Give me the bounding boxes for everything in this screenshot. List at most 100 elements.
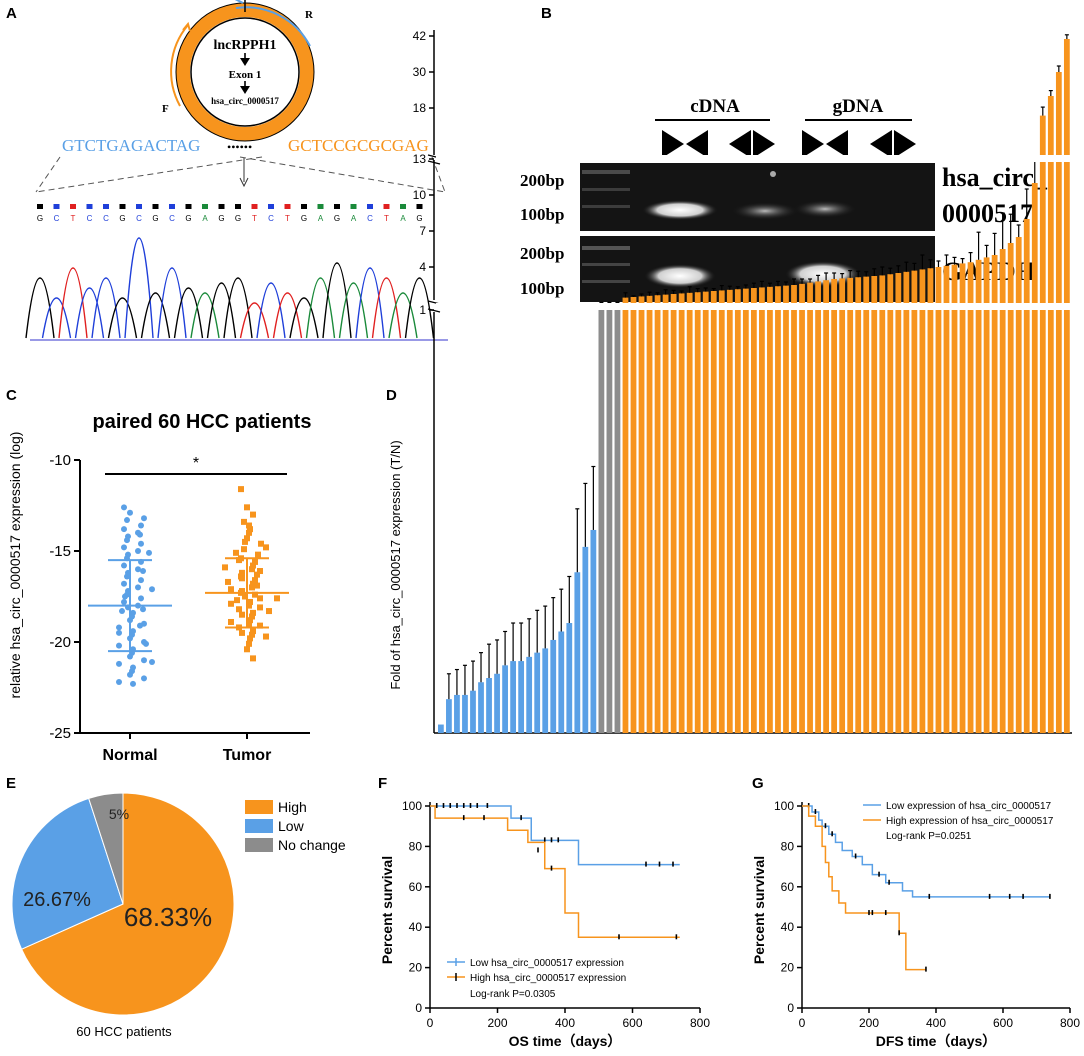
- marker-100bp: 100bp: [520, 279, 564, 298]
- base-call-marker: [86, 204, 93, 209]
- chart-f-legend: Low hsa_circ_0000517 expression High hsa…: [447, 958, 626, 1000]
- fold-bar: [943, 265, 950, 733]
- junction-seq-left: GTCTGAGACTAG: [62, 136, 200, 155]
- legend-label: High: [278, 799, 307, 815]
- cdna-label: cDNA: [690, 96, 740, 117]
- convergent-primer-icon: [802, 130, 848, 158]
- fold-bar: [959, 263, 966, 733]
- base-letter: A: [400, 214, 406, 223]
- fold-bar: [510, 661, 517, 733]
- panel-b: B cDNA gDNA: [520, 5, 1048, 302]
- axis-break-mark: [427, 308, 441, 313]
- fold-bar: [614, 310, 621, 733]
- x-tick-label: 0: [799, 1016, 806, 1030]
- data-point-tumor: [242, 538, 248, 545]
- data-point-normal: [127, 653, 133, 660]
- data-point-normal: [141, 657, 147, 664]
- chart-c-points: [88, 486, 289, 687]
- fold-bar: [991, 255, 998, 733]
- data-point-tumor: [250, 609, 256, 616]
- data-point-tumor: [250, 562, 256, 569]
- data-point-tumor: [252, 558, 258, 565]
- fold-bar: [590, 529, 597, 733]
- data-point-tumor: [238, 486, 244, 493]
- fold-bar: [526, 656, 533, 733]
- fold-bar: [1023, 219, 1030, 733]
- x-tick-label: 400: [926, 1016, 946, 1030]
- data-point-tumor: [246, 620, 252, 627]
- data-point-normal: [121, 544, 127, 551]
- fold-bar: [654, 295, 661, 733]
- data-point-tumor: [244, 646, 250, 653]
- legend-swatch: [245, 838, 273, 852]
- base-letter: C: [367, 214, 373, 223]
- data-point-normal: [119, 608, 125, 615]
- fold-bar: [847, 277, 854, 733]
- chart-g-legend: Low expression of hsa_circ_0000517 High …: [863, 801, 1054, 842]
- fold-bar: [542, 648, 549, 733]
- x-tick-label: 0: [427, 1016, 434, 1030]
- dashed-guide: [239, 156, 446, 193]
- fold-bar: [863, 276, 870, 733]
- chromatogram-peak: [91, 277, 121, 339]
- chart-c-ylabel: relative hsa_circ_0000517 expression (lo…: [7, 432, 23, 699]
- survival-curve: [802, 805, 1050, 898]
- data-point-tumor: [241, 546, 247, 553]
- fold-bar: [919, 269, 926, 733]
- data-point-normal: [122, 593, 128, 600]
- forward-primer-arrowhead: [182, 21, 191, 32]
- down-arrow-icon: [240, 86, 250, 94]
- chromatogram-peak: [305, 277, 336, 339]
- chromatogram-peak: [322, 262, 352, 339]
- panel-a: A R F lncRPPH1 Exon 1 hsa_circ_0000517 G…: [6, 0, 448, 341]
- legend-label: Low: [278, 818, 305, 834]
- category-tumor: Tumor: [223, 747, 272, 764]
- fold-bar: [710, 291, 717, 733]
- data-point-normal: [127, 509, 133, 516]
- y-tick-label: 60: [781, 880, 795, 894]
- y-tick-label: 10: [413, 188, 427, 202]
- data-point-tumor: [255, 551, 261, 558]
- y-tick-label: 7: [419, 224, 426, 238]
- data-point-normal: [138, 522, 144, 529]
- data-point-tumor: [252, 591, 258, 598]
- legend-f-low: Low hsa_circ_0000517 expression: [470, 958, 624, 969]
- circrna-inner-circle: [190, 17, 300, 127]
- data-point-tumor: [236, 557, 242, 564]
- x-tick-label: 600: [622, 1016, 642, 1030]
- data-point-tumor: [249, 613, 255, 620]
- data-point-tumor: [254, 571, 260, 578]
- data-point-normal: [121, 504, 127, 511]
- base-call-marker: [400, 204, 406, 209]
- category-normal: Normal: [102, 747, 157, 764]
- chromatogram-peak: [58, 267, 88, 339]
- logrank-g: Log-rank P=0.0251: [886, 831, 972, 842]
- data-point-tumor: [246, 529, 252, 536]
- panel-label-b: B: [541, 5, 552, 22]
- base-call-marker: [152, 204, 159, 209]
- y-tick-label: 0: [787, 1001, 794, 1015]
- data-point-tumor: [252, 577, 258, 584]
- chromatogram-peak: [25, 277, 55, 339]
- x-tick-label: 600: [993, 1016, 1013, 1030]
- fold-bar: [742, 288, 749, 733]
- fold-bar: [1063, 39, 1070, 733]
- fold-bar: [815, 281, 821, 733]
- reverse-primer-arrowhead: [234, 0, 244, 4]
- chart-c-title: paired 60 HCC patients: [93, 411, 312, 433]
- fold-bar: [718, 290, 725, 733]
- fold-bar: [823, 280, 829, 733]
- data-point-normal: [137, 531, 143, 538]
- fold-bar: [462, 694, 468, 733]
- y-tick-label: 20: [409, 961, 423, 975]
- data-point-tumor: [254, 582, 260, 589]
- fold-bar: [759, 287, 765, 733]
- base-letter: C: [169, 214, 175, 223]
- data-point-normal: [127, 671, 133, 678]
- junction-seq-dots: ••••••: [227, 140, 252, 154]
- chromatogram-peak: [124, 237, 154, 339]
- fold-bar: [454, 694, 460, 733]
- base-call-marker: [37, 204, 43, 209]
- chromatogram-peak: [223, 277, 253, 339]
